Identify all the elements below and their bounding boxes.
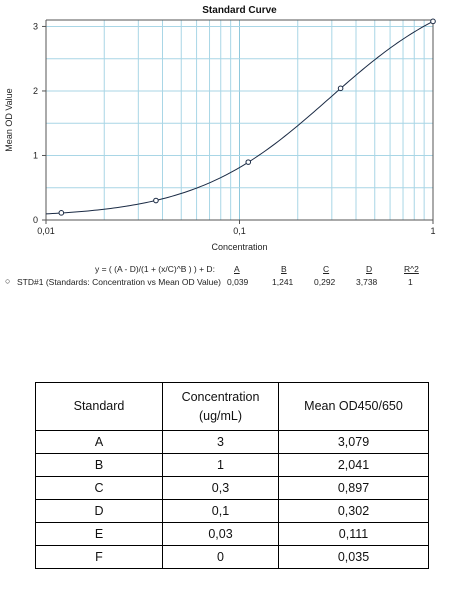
cell-concentration: 1 [162,453,279,477]
cell-concentration: 0,1 [162,499,279,523]
data-point [337,85,344,92]
fit-header-b: B [281,264,287,274]
cell-concentration: 0 [162,545,279,569]
y-tick-label: 2 [33,86,38,96]
table-row: F 0 0,035 [35,545,429,569]
cell-standard: D [35,499,163,523]
x-axis-label: Concentration [211,242,267,252]
cell-od: 0,897 [278,476,429,500]
data-point [430,18,436,25]
fit-value-d: 3,738 [356,277,378,287]
y-tick-label: 0 [33,215,38,225]
table-row: E 0,03 0,111 [35,522,429,546]
table-row: D 0,1 0,302 [35,499,429,523]
cell-concentration: 0,3 [162,476,279,500]
fit-value-b: 1,241 [272,277,294,287]
fit-legend: y = ( (A - D)/(1 + (x/C)^B ) ) + D: A B … [0,258,460,298]
table-row: B 1 2,041 [35,453,429,477]
standards-table: Standard Concentration (ug/mL) Mean OD450… [35,382,429,569]
chart-title: Standard Curve [202,5,277,16]
cell-standard: A [35,430,163,454]
cell-standard: E [35,522,163,546]
cell-od: 2,041 [278,453,429,477]
header-standard: Standard [35,382,163,431]
header-concentration: Concentration (ug/mL) [162,382,279,431]
cell-standard: C [35,476,163,500]
x-tick-label: 0,01 [37,226,55,236]
fit-equation: y = ( (A - D)/(1 + (x/C)^B ) ) + D: [95,264,215,274]
standard-curve-chart: 0 1 2 3 0,01 0,1 1 Standard Curve Concentration M… [4,5,436,252]
fit-header-c: C [323,264,330,274]
header-mean-od: Mean OD450/650 [278,382,429,431]
y-axis-label: Mean OD Value [4,88,14,151]
series-label: STD#1 (Standards: Concentration vs Mean … [17,277,221,287]
fit-header-d: D [366,264,373,274]
series-marker-icon: ○ [5,276,11,286]
x-tick-label: 1 [430,226,435,236]
data-point [153,197,159,204]
x-tick-label: 0,1 [233,226,246,236]
table-header-row: Standard Concentration (ug/mL) Mean OD450… [35,382,429,431]
cell-concentration: 0,03 [162,522,279,546]
fit-curve [45,20,434,215]
cell-od: 0,035 [278,545,429,569]
data-point [245,159,252,165]
y-tick-label: 1 [33,150,38,160]
cell-standard: F [35,545,163,569]
table-row: A 3 3,079 [35,430,429,454]
table-row: C 0,3 0,897 [35,476,429,500]
y-tick-label: 3 [33,21,38,31]
fit-value-a: 0,039 [227,277,249,287]
cell-concentration: 3 [162,430,279,454]
fit-header-a: A [234,264,240,274]
cell-od: 3,079 [278,430,429,454]
fit-value-r2: 1 [408,277,413,287]
cell-od: 0,302 [278,499,429,523]
fit-value-c: 0,292 [314,277,336,287]
cell-standard: B [35,453,163,477]
fit-header-r2: R^2 [404,264,419,274]
data-point [58,210,65,216]
cell-od: 0,111 [278,522,429,546]
